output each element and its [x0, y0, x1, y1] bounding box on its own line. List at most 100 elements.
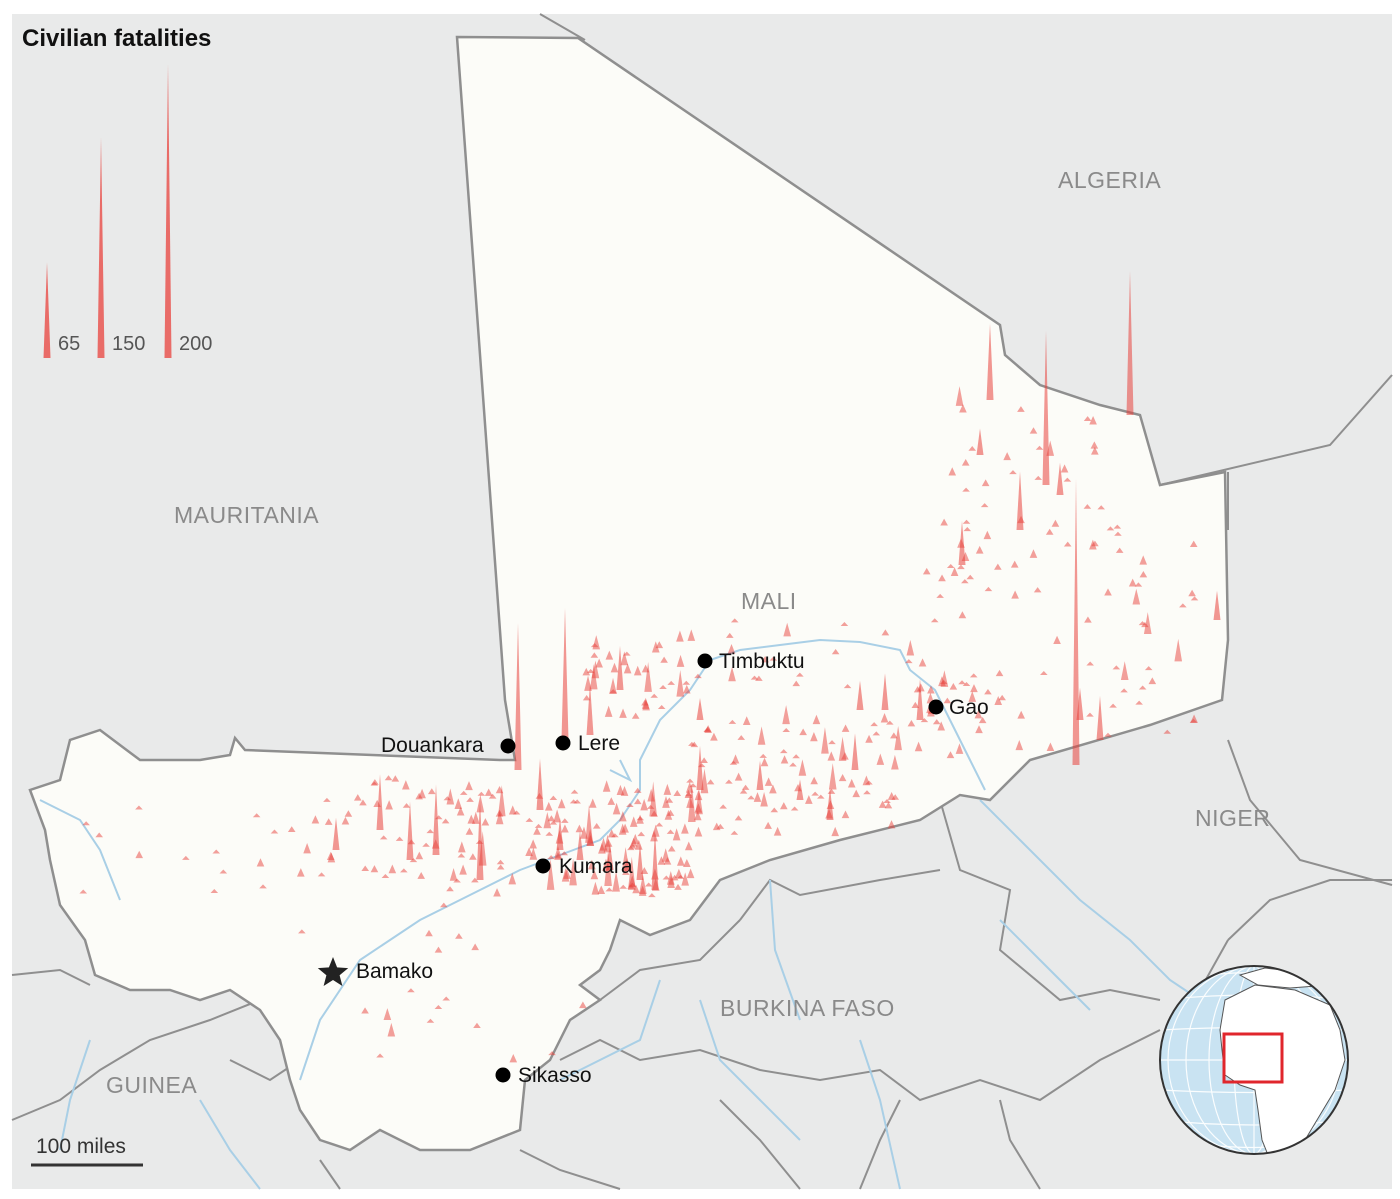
fatality-spike	[619, 884, 628, 889]
fatality-spike	[402, 780, 410, 790]
fatality-spike	[353, 794, 362, 801]
fatality-spike	[810, 731, 818, 742]
fatality-spike	[569, 858, 577, 886]
fatality-spike	[602, 780, 611, 792]
fatality-spike	[547, 815, 556, 822]
fatality-spike	[1104, 732, 1112, 737]
fatality-spike	[459, 864, 467, 875]
fatality-spike	[664, 809, 673, 820]
fatality-spike	[407, 988, 415, 993]
fatality-spike	[794, 784, 802, 792]
fatality-spike	[373, 799, 381, 808]
fatality-spike	[376, 1053, 384, 1058]
fatality-spike	[828, 763, 837, 790]
locator-globe	[1159, 965, 1349, 1155]
fatality-spike	[621, 823, 629, 833]
fatality-spike	[878, 800, 887, 808]
fatality-spike	[917, 683, 925, 692]
fatality-spike	[1106, 526, 1115, 531]
fatality-spike	[586, 668, 595, 673]
fatality-spike	[851, 733, 859, 770]
fatality-spike	[361, 865, 370, 871]
fatality-spike	[579, 1001, 587, 1009]
fatality-spike	[488, 793, 497, 799]
fatality-spike	[426, 1018, 435, 1023]
fatality-spike	[561, 824, 569, 833]
fatality-spike	[905, 659, 913, 664]
country-label-niger: NIGER	[1195, 805, 1270, 831]
fatality-spike	[535, 793, 544, 799]
fatality-spike	[994, 696, 1003, 706]
fatality-spike	[958, 680, 966, 685]
fatality-spike	[742, 716, 751, 725]
fatality-spike	[570, 789, 579, 794]
fatality-spike	[1190, 596, 1199, 601]
fatality-spike	[984, 586, 993, 592]
fatality-spike	[648, 893, 656, 898]
fatality-spike	[497, 785, 506, 817]
fatality-spike	[817, 794, 825, 799]
fatality-spike	[1113, 524, 1122, 529]
fatality-spikes	[79, 270, 1221, 1063]
fatality-spike	[957, 538, 965, 548]
fatality-spike	[955, 386, 964, 406]
fatality-spike	[657, 856, 666, 865]
fatality-spike	[1033, 587, 1042, 593]
fatality-spike	[634, 839, 643, 850]
fatality-spike	[582, 667, 591, 676]
fatality-spike	[943, 697, 952, 704]
fatality-spike	[446, 886, 454, 892]
neighbor-borders	[11, 13, 1393, 1190]
fatality-spike	[827, 788, 836, 794]
fatality-spike	[1189, 540, 1198, 548]
fatality-spike	[694, 803, 703, 813]
fatality-spike	[636, 843, 644, 880]
fatality-spike	[686, 778, 694, 783]
fatality-spike	[773, 826, 782, 836]
fatality-spike	[661, 848, 670, 862]
fatality-spike	[484, 788, 493, 796]
country-label-burkina-faso: BURKINA FASO	[720, 995, 895, 1021]
fatality-spike	[961, 579, 969, 584]
fatality-spike	[529, 847, 538, 860]
scale-bar: 100 miles	[31, 1135, 143, 1167]
fatality-spike	[780, 755, 789, 764]
fatality-spike	[384, 775, 393, 781]
fatality-spike	[629, 816, 638, 827]
fatality-spike	[402, 803, 411, 808]
fatality-spike	[1042, 330, 1050, 485]
city-label-bamako: Bamako	[356, 960, 433, 983]
fatality-spike	[760, 792, 768, 807]
fatality-spike	[914, 741, 923, 752]
fatality-spike	[590, 870, 599, 880]
fatality-spike	[1115, 547, 1124, 553]
fatality-spike	[980, 503, 989, 508]
city-label-lere: Lere	[578, 732, 620, 755]
fatality-spike	[425, 929, 433, 937]
fatality-spike	[647, 788, 655, 802]
fatality-spike	[561, 607, 569, 740]
fatality-spike	[907, 719, 916, 727]
fatality-spike	[609, 677, 617, 695]
fatality-spike	[1120, 688, 1128, 693]
fatality-spike	[940, 670, 949, 687]
fatality-spike	[1109, 703, 1117, 708]
fatality-spike	[998, 694, 1006, 701]
fatality-spike	[870, 722, 878, 727]
fatality-spike	[1138, 621, 1147, 626]
fatality-spike	[811, 791, 819, 796]
fatality-spike	[725, 779, 733, 784]
fatality-spike	[872, 731, 881, 736]
fatality-spike	[674, 883, 682, 890]
fatality-spike	[622, 869, 630, 875]
fatality-spike	[1089, 415, 1097, 425]
legend-spikes	[43, 64, 172, 358]
fatality-spike	[968, 691, 977, 702]
fatality-spike	[916, 678, 924, 720]
fatality-spike	[827, 751, 836, 761]
fatality-spike	[1060, 464, 1069, 473]
fatality-spike	[779, 749, 788, 754]
legend: Civilian fatalities 65 150 200	[22, 25, 212, 358]
fatality-spike	[741, 784, 750, 790]
